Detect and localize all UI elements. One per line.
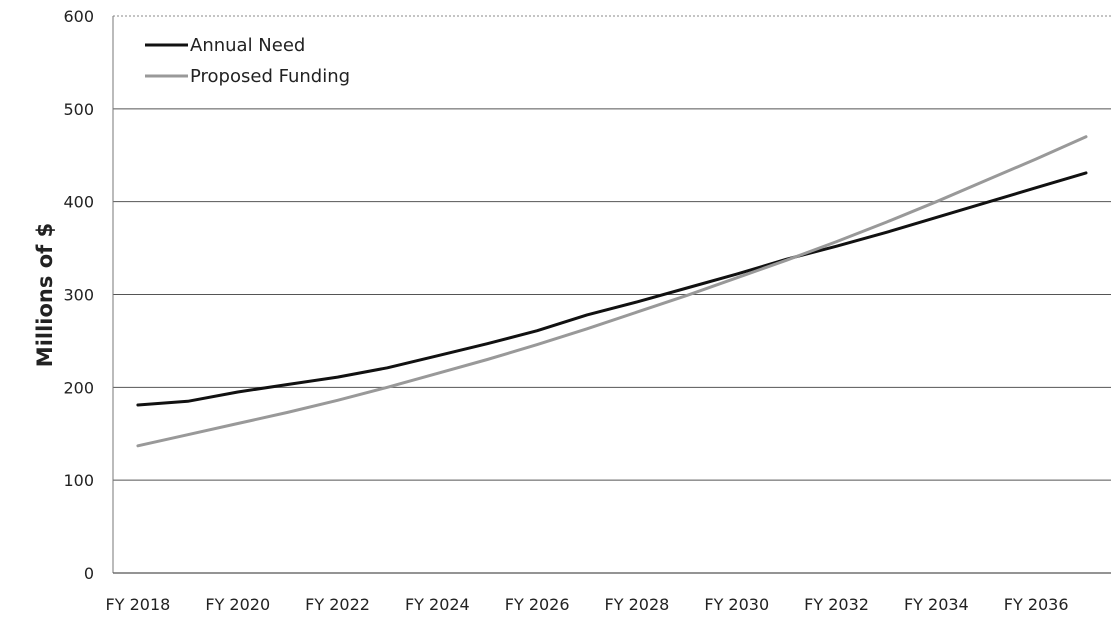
x-tick-label-fy-2018: FY 2018 (106, 595, 171, 614)
x-tick-label-fy-2020: FY 2020 (205, 595, 270, 614)
x-tick-label-fy-2032: FY 2032 (804, 595, 869, 614)
y-tick-label-300: 300 (63, 286, 94, 305)
y-tick-label-400: 400 (63, 193, 94, 212)
legend-label-proposed-funding: Proposed Funding (190, 66, 350, 87)
x-axis-ticks: FY 2018 FY 2020 FY 2022 FY 2024 FY 2026 FY 20… (106, 595, 1069, 614)
x-tick-label-fy-2028: FY 2028 (605, 595, 670, 614)
y-tick-label-600: 600 (63, 7, 94, 26)
x-tick-label-fy-2034: FY 2034 (904, 595, 969, 614)
x-tick-label-fy-2024: FY 2024 (405, 595, 470, 614)
y-tick-label-100: 100 (63, 471, 94, 490)
y-axis-ticks: 0 100 200 300 400 500 600 (63, 7, 94, 583)
gridlines (112, 15, 1111, 574)
y-tick-label-500: 500 (63, 100, 94, 119)
series-line-proposed-funding (136, 135, 1088, 448)
x-tick-label-fy-2030: FY 2030 (704, 595, 769, 614)
legend: Annual Need Proposed Funding (145, 35, 350, 87)
x-tick-label-fy-2022: FY 2022 (305, 595, 370, 614)
series-line-annual-need (136, 171, 1088, 407)
series-lines (136, 135, 1088, 448)
x-tick-label-fy-2026: FY 2026 (505, 595, 570, 614)
y-tick-label-200: 200 (63, 378, 94, 397)
y-tick-label-0: 0 (84, 564, 94, 583)
x-tick-label-fy-2036: FY 2036 (1004, 595, 1069, 614)
legend-label-annual-need: Annual Need (190, 35, 305, 56)
y-axis-label: Millions of $ (33, 223, 57, 367)
